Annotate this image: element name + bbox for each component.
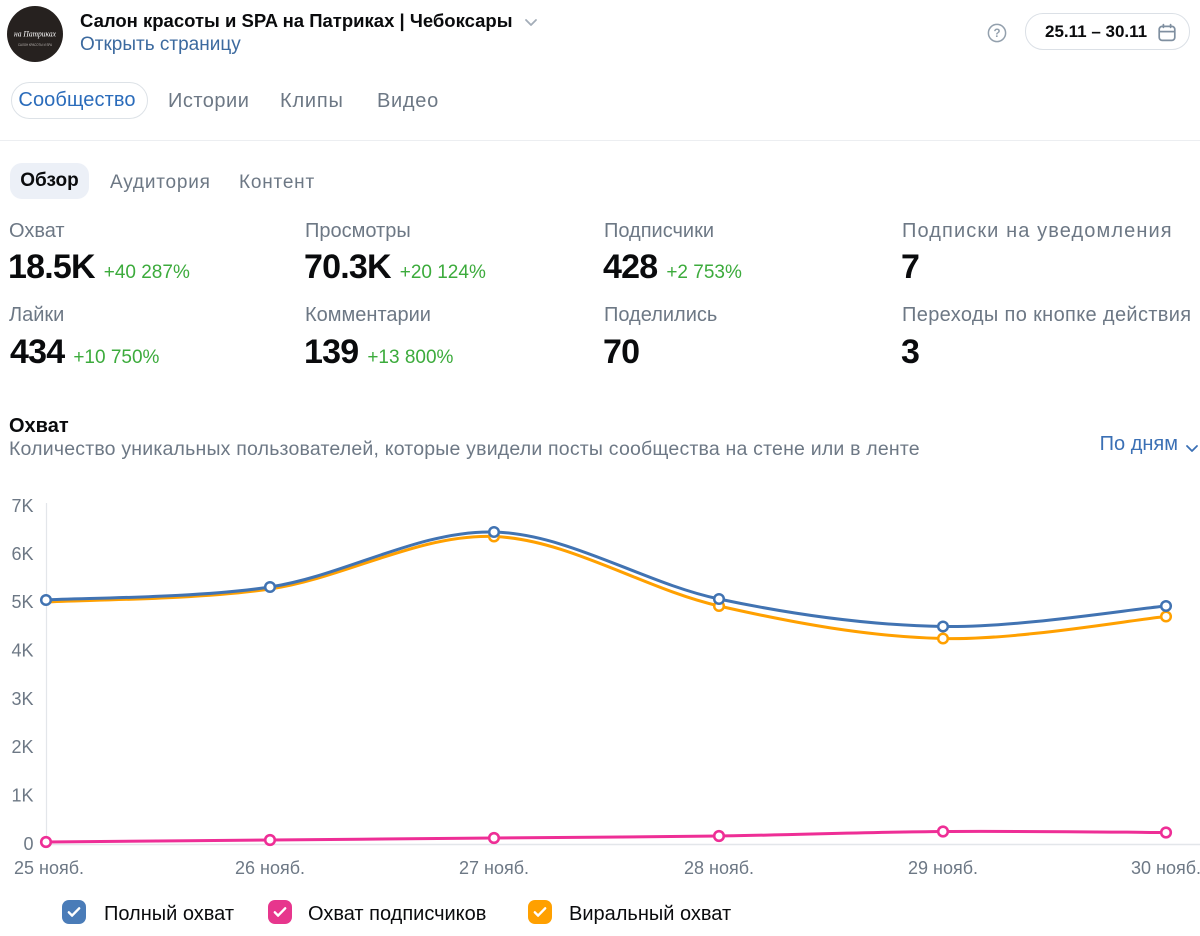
svg-text:на Патриках: на Патриках <box>14 29 56 39</box>
svg-text:6K: 6K <box>11 544 33 564</box>
svg-text:0: 0 <box>23 834 33 854</box>
svg-text:7K: 7K <box>11 496 33 516</box>
svg-text:САЛОН КРАСОТЫ И SPA: САЛОН КРАСОТЫ И SPA <box>18 43 53 47</box>
svg-text:29 нояб.: 29 нояб. <box>908 858 978 878</box>
svg-text:27 нояб.: 27 нояб. <box>459 858 529 878</box>
svg-text:1K: 1K <box>11 786 33 806</box>
svg-text:26 нояб.: 26 нояб. <box>235 858 305 878</box>
svg-text:4K: 4K <box>11 641 33 661</box>
svg-text:5K: 5K <box>11 592 33 612</box>
svg-text:28 нояб.: 28 нояб. <box>684 858 754 878</box>
svg-text:?: ? <box>993 28 1000 40</box>
svg-text:25 нояб.: 25 нояб. <box>14 858 84 878</box>
svg-text:30 нояб.: 30 нояб. <box>1131 858 1200 878</box>
svg-text:3K: 3K <box>11 689 33 709</box>
svg-text:2K: 2K <box>11 737 33 757</box>
